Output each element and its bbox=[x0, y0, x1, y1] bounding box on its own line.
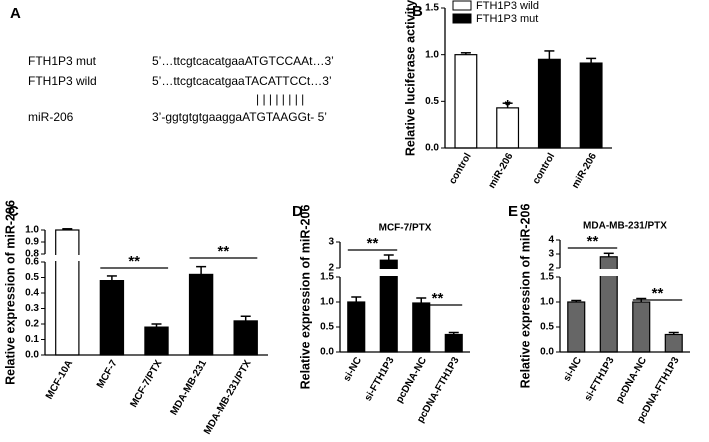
y-tick-label: 0.5 bbox=[320, 322, 334, 333]
axis-break bbox=[337, 269, 470, 276]
y-tick-label: 4 bbox=[548, 235, 554, 246]
y-axis-label: Relative expression of miR-206 bbox=[518, 204, 532, 389]
x-tick-label: si-FTH1P3 bbox=[583, 355, 617, 403]
legend-swatch bbox=[452, 13, 472, 24]
significance-label: ** bbox=[587, 233, 599, 250]
x-tick-label: MCF-10A bbox=[44, 358, 75, 401]
x-tick-label: MCF-7 bbox=[95, 358, 120, 390]
y-tick-label: 1.0 bbox=[540, 297, 554, 308]
bar bbox=[347, 301, 366, 353]
y-tick-label: 2 bbox=[548, 263, 554, 274]
legend-swatch bbox=[452, 0, 472, 11]
significance-label: ** bbox=[652, 285, 664, 302]
panel-label: A bbox=[10, 5, 21, 22]
bar bbox=[144, 326, 169, 356]
y-tick-label: 1.5 bbox=[320, 272, 334, 283]
bar bbox=[454, 54, 478, 149]
y-tick-label: 0.8 bbox=[25, 249, 39, 260]
y-axis-label: Relative expression of miR-206 bbox=[3, 200, 17, 385]
bar bbox=[233, 320, 258, 356]
axis-break bbox=[557, 269, 690, 276]
bar bbox=[664, 333, 683, 353]
significance-label: ** bbox=[218, 243, 230, 260]
bar bbox=[188, 273, 214, 356]
panel-label: E bbox=[508, 203, 518, 220]
y-tick-label: 0.0 bbox=[320, 347, 334, 358]
legend-label: FTH1P3 wild bbox=[476, 0, 539, 12]
sequence: 5’…ttcgtcacatgaaATGTCCAAt…3’ bbox=[152, 54, 334, 68]
x-tick-label: pcDNA-NC bbox=[394, 355, 429, 405]
seq-name: miR-206 bbox=[28, 110, 74, 124]
x-tick-label: MCF-7/PTX bbox=[128, 358, 164, 409]
legend-label: FTH1P3 mut bbox=[476, 13, 538, 25]
y-tick-label: 0.5 bbox=[540, 322, 554, 333]
y-tick-label: 3 bbox=[548, 249, 554, 260]
sequence: 5’…ttcgtcacatgaaTACATTCCt…3’ bbox=[152, 74, 332, 88]
bar bbox=[537, 58, 561, 149]
y-tick-label: 0.5 bbox=[25, 272, 39, 283]
panel-label: B bbox=[412, 3, 423, 20]
y-tick-label: 0.4 bbox=[25, 288, 39, 299]
bar bbox=[579, 62, 603, 149]
y-tick-label: 1.5 bbox=[425, 3, 439, 14]
x-tick-label: control bbox=[447, 151, 474, 186]
axis-break bbox=[42, 255, 268, 261]
x-tick-label: si-NC bbox=[562, 355, 585, 383]
y-tick-label: 0.6 bbox=[25, 257, 39, 268]
y-tick-label: 1.5 bbox=[540, 272, 554, 283]
y-tick-label: 0.1 bbox=[25, 334, 39, 345]
y-tick-label: 2 bbox=[328, 263, 334, 274]
y-tick-label: 0.0 bbox=[425, 143, 439, 154]
significance-label: ** bbox=[367, 235, 379, 252]
y-tick-label: 0.0 bbox=[25, 350, 39, 361]
significance-label: * bbox=[505, 97, 511, 114]
x-tick-label: control bbox=[531, 151, 558, 186]
y-tick-label: 0.2 bbox=[25, 319, 39, 330]
x-tick-label: si-NC bbox=[342, 355, 365, 383]
x-tick-label: MDA-MB-231/PTX bbox=[202, 358, 254, 436]
seq-name: FTH1P3 mut bbox=[28, 54, 97, 68]
y-tick-label: 1.0 bbox=[320, 297, 334, 308]
chart-title: MDA-MB-231/PTX bbox=[583, 221, 667, 232]
y-tick-label: 0.0 bbox=[540, 347, 554, 358]
x-tick-label: pcDNA-NC bbox=[614, 355, 649, 405]
bar bbox=[632, 301, 651, 353]
y-axis-label: Relative luciferase activity bbox=[403, 0, 417, 156]
sequence: 3’-ggtgtgtgaaggaATGTAAGGt- 5’ bbox=[152, 110, 327, 124]
x-tick-label: MDA-MB-231 bbox=[169, 358, 210, 417]
x-tick-label: miR-206 bbox=[570, 151, 599, 191]
pairing: | | | | | | | | bbox=[256, 92, 304, 106]
y-tick-label: 0.3 bbox=[25, 303, 39, 314]
significance-label: ** bbox=[432, 290, 444, 307]
bar bbox=[567, 301, 586, 353]
x-tick-label: si-FTH1P3 bbox=[363, 355, 397, 403]
x-tick-label: miR-206 bbox=[487, 151, 516, 191]
bar bbox=[99, 280, 125, 356]
y-tick-label: 1.0 bbox=[25, 225, 39, 236]
bar bbox=[444, 333, 463, 353]
y-axis-label: Relative expression of miR-206 bbox=[298, 205, 312, 390]
y-tick-label: 0.9 bbox=[25, 237, 39, 248]
panel-label: C bbox=[8, 203, 19, 220]
bar bbox=[55, 229, 80, 356]
seq-name: FTH1P3 wild bbox=[28, 74, 97, 88]
chart-title: MCF-7/PTX bbox=[379, 223, 432, 234]
y-tick-label: 3 bbox=[328, 237, 334, 248]
y-tick-label: 0.5 bbox=[425, 96, 439, 107]
bar bbox=[412, 302, 431, 353]
panel-label: D bbox=[292, 203, 303, 220]
y-tick-label: 1.0 bbox=[425, 49, 439, 60]
significance-label: ** bbox=[128, 253, 140, 270]
